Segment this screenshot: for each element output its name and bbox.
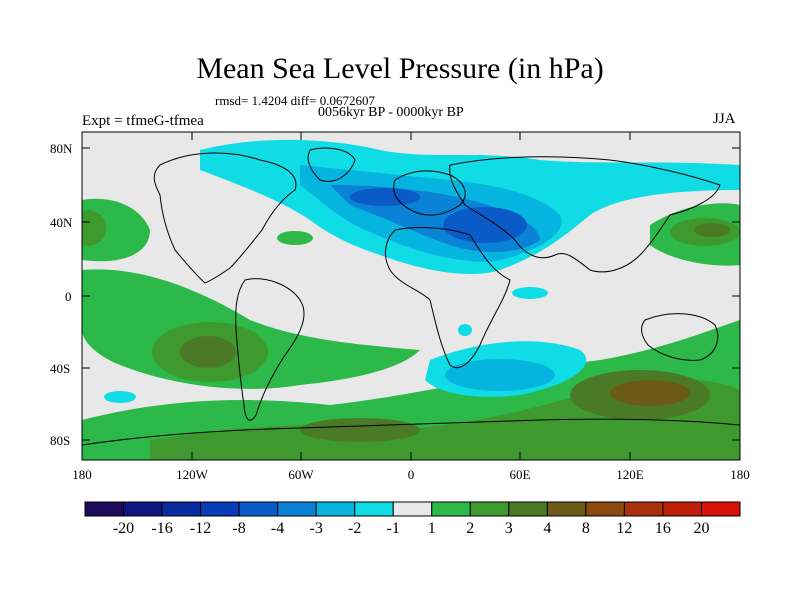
colorbar-box (200, 501, 240, 517)
colorbar-box (700, 501, 741, 517)
europe-negative-core (350, 188, 420, 206)
y-label-0: 0 (65, 289, 72, 304)
colorbar-box (315, 501, 356, 517)
pressure-field (82, 139, 740, 460)
atlantic-positive-patch (277, 231, 313, 245)
period-label: 0056kyr BP - 0000kyr BP (318, 105, 464, 120)
colorbar-label: -2 (348, 520, 362, 537)
coastlines (82, 147, 740, 446)
y-label-80s: 80S (50, 433, 71, 448)
colorbar-box (469, 501, 510, 517)
x-label-180-west: 180 (72, 467, 92, 482)
south-atlantic-band (300, 418, 420, 442)
colorbar-label: -4 (270, 520, 285, 537)
madagascar-negative-patch (458, 324, 472, 336)
colorbar-label: -1 (386, 520, 400, 537)
colorbar-box (123, 501, 163, 517)
colorbar-label: -20 (112, 520, 135, 537)
colorbar-box (546, 501, 587, 517)
colorbar-label: -12 (189, 520, 212, 537)
africa-outline (384, 227, 511, 369)
colorbar-box (354, 501, 394, 517)
colorbar-label: -8 (232, 520, 246, 537)
colorbar-label: 1 (427, 520, 436, 537)
y-label-80n: 80N (50, 141, 73, 156)
south-atlantic-negative-patch (104, 391, 136, 403)
colorbar-label: -16 (151, 520, 173, 537)
season-label: JJA (713, 111, 736, 127)
colorbar-label: -3 (309, 520, 323, 537)
x-label-120e: 120E (616, 467, 644, 482)
south-pacific-core (180, 336, 236, 368)
plot-title: Mean Sea Level Pressure (in hPa) (196, 52, 604, 85)
x-label-0: 0 (407, 467, 415, 482)
south-america-outline (235, 278, 305, 421)
south-indian-negative-mid (445, 359, 555, 391)
colorbar-box (238, 501, 279, 517)
x-label-120w: 120W (176, 467, 208, 482)
africa-negative-patch (512, 287, 548, 299)
colorbar-box (508, 501, 548, 517)
x-ticks (81, 132, 741, 460)
asia-outline (449, 156, 721, 273)
colorbar-label: 16 (654, 520, 671, 537)
x-label-180-east: 180 (730, 467, 750, 482)
colorbar-box (623, 501, 664, 517)
eurasia-negative-core (443, 207, 527, 243)
colorbar-box (585, 501, 625, 517)
y-ticks (82, 147, 740, 441)
australia-outline (641, 313, 719, 361)
colorbar-label: 2 (466, 520, 475, 537)
europe-outline (393, 170, 466, 216)
colorbar-label: 12 (616, 520, 633, 537)
north-pacific-east-core (694, 223, 730, 237)
colorbar-box (84, 501, 125, 517)
x-label-60w: 60W (288, 467, 314, 482)
y-label-40s: 40S (50, 361, 71, 376)
north-pacific-west-dark (82, 210, 106, 246)
indian-ocean-core (610, 380, 690, 406)
north-america-outline (153, 152, 297, 284)
antarctica-outline (82, 418, 740, 446)
greenland-outline (307, 147, 356, 182)
x-label-60e: 60E (509, 467, 531, 482)
y-label-40n: 40N (50, 215, 73, 230)
colorbar-box (161, 501, 202, 517)
colorbar-box (662, 501, 702, 517)
colorbar (84, 501, 741, 517)
colorbar-box (392, 501, 433, 517)
colorbar-label: 20 (693, 520, 710, 537)
colorbar-box (431, 501, 471, 517)
stats-label: rmsd= 1.4204 diff= 0.0672607 (215, 93, 375, 108)
colorbar-label: 3 (504, 520, 513, 537)
colorbar-box (277, 501, 317, 517)
colorbar-label: 8 (581, 520, 590, 537)
experiment-label: Expt = tfmeG-tfmea (82, 113, 204, 129)
colorbar-label: 4 (543, 520, 552, 537)
